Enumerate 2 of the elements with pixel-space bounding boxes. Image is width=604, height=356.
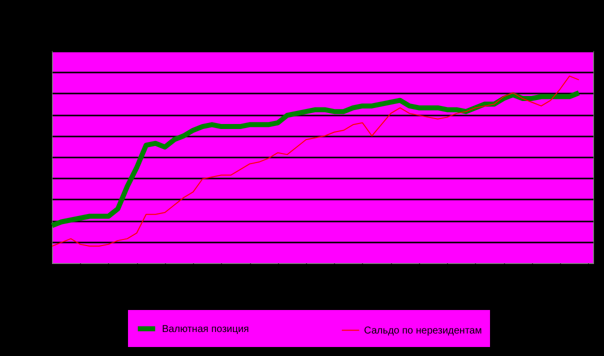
legend-label: Сальдо по нерезидентам [364,325,482,336]
legend-label: Валютная позиция [162,324,249,335]
